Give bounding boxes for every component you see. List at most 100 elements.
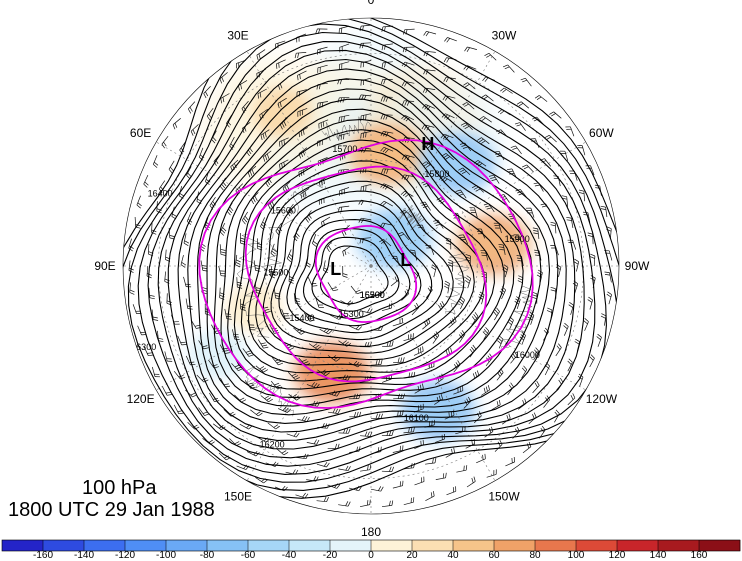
wind-barb	[382, 43, 393, 46]
wind-barb	[553, 111, 562, 119]
contour-label: 15800	[424, 169, 449, 179]
wind-barb-flag	[491, 179, 497, 181]
wind-barb-flag	[526, 443, 530, 449]
wind-barb	[382, 345, 393, 348]
wind-barb-flag	[283, 139, 285, 145]
wind-barb	[463, 401, 471, 409]
wind-barb	[180, 255, 184, 265]
wind-barb-flag	[550, 289, 556, 292]
wind-barb	[466, 65, 477, 70]
wind-barb	[579, 376, 584, 387]
wind-barb	[425, 69, 436, 72]
wind-barb	[426, 30, 437, 35]
wind-barb	[317, 46, 328, 50]
wind-barb-flag	[293, 432, 298, 437]
jet-isotach	[244, 165, 488, 383]
wind-barb	[404, 154, 415, 158]
longitude-labels: 0 30W 60W 90W 120W 150W 180 150E 120E 90E 60E 30E	[94, 0, 650, 539]
wind-barb-flag	[472, 373, 476, 379]
wind-barb-flag	[277, 103, 280, 109]
wind-barb	[295, 494, 306, 499]
wind-barb	[543, 399, 550, 408]
wind-barb-flag	[380, 183, 385, 188]
wind-barb	[590, 165, 595, 176]
wind-barb-flag	[341, 231, 345, 237]
longitude-label: 0	[368, 0, 375, 7]
wind-barb-flag	[446, 115, 451, 120]
colorbar-tick-label: 20	[406, 550, 418, 561]
longitude-label: 30W	[492, 29, 517, 43]
wind-barb-flag	[238, 85, 240, 91]
wind-barb-flag	[532, 116, 537, 120]
wind-barb-flag	[153, 319, 159, 321]
wind-barb-flag	[220, 253, 226, 256]
wind-barb	[589, 358, 595, 368]
wind-barb-flag	[507, 168, 513, 170]
wind-barb	[277, 97, 287, 104]
wind-barb-flag	[244, 215, 249, 221]
wind-barb-flag	[405, 117, 410, 122]
wind-barb-flag	[365, 114, 367, 120]
colorbar-swatch	[330, 540, 372, 551]
wind-barb-flag	[381, 62, 384, 68]
wind-barb-flag	[413, 426, 415, 432]
wind-barb-flag	[294, 53, 297, 59]
wind-barb	[312, 233, 317, 244]
wind-barb	[286, 433, 297, 438]
wind-barb-flag	[498, 399, 501, 405]
wind-barb-flag	[261, 113, 264, 119]
wind-barb-flag	[237, 284, 243, 287]
wind-barb-flag	[465, 256, 471, 259]
wind-barb-flag	[460, 122, 466, 126]
wind-barb-flag	[335, 358, 341, 362]
wind-barb-flag	[281, 140, 283, 146]
wind-barb-flag	[482, 454, 484, 460]
wind-barb-flag	[378, 486, 382, 491]
wind-barb	[151, 309, 154, 320]
wind-barb-flag	[326, 247, 330, 252]
wind-barb-flag	[220, 98, 223, 104]
wind-barb-flag	[190, 363, 196, 366]
wind-barb-flag	[302, 192, 305, 198]
wind-barb-flag	[445, 350, 448, 356]
wind-barb-flag	[461, 171, 467, 175]
wind-barb-flag	[433, 491, 435, 497]
wind-barb	[209, 392, 215, 402]
wind-barb-flag	[476, 370, 480, 376]
height-contour	[137, 31, 607, 475]
wind-barb-flag	[454, 316, 457, 322]
wind-barb-flag	[312, 285, 318, 287]
wind-barb-flag	[459, 236, 465, 239]
wind-barb-flag	[158, 337, 164, 340]
colorbar-tick-label: 0	[368, 550, 374, 561]
wind-barb	[339, 61, 350, 65]
wind-barb	[476, 458, 486, 464]
wind-barb	[236, 465, 247, 470]
wind-barb	[223, 409, 232, 417]
wind-barb-flag	[532, 414, 535, 419]
wind-barb	[361, 24, 372, 27]
wind-barb-flag	[400, 191, 405, 195]
wind-barb-flag	[312, 343, 318, 347]
wind-barb-flag	[137, 202, 142, 207]
colorbar-swatch	[617, 540, 659, 551]
wind-barb-flag	[136, 204, 141, 209]
wind-barb-flag	[356, 411, 359, 417]
wind-barb-flag	[262, 344, 268, 347]
wind-barb-flag	[266, 153, 270, 159]
wind-barb-flag	[477, 137, 482, 141]
wind-barb-flag	[358, 393, 361, 399]
wind-barb-flag	[462, 124, 468, 128]
wind-barb-flag	[211, 139, 216, 144]
wind-barb-flag	[183, 242, 189, 247]
wind-barb	[572, 240, 577, 250]
wind-barb	[392, 449, 403, 453]
wind-barb	[605, 207, 608, 218]
wind-barb	[467, 46, 477, 50]
wind-barb-flag	[187, 108, 192, 114]
wind-barb-flag	[278, 362, 284, 366]
wind-barb	[481, 294, 485, 305]
wind-barb-flag	[460, 296, 465, 301]
wind-barb	[360, 237, 372, 239]
wind-barb-flag	[281, 450, 287, 454]
